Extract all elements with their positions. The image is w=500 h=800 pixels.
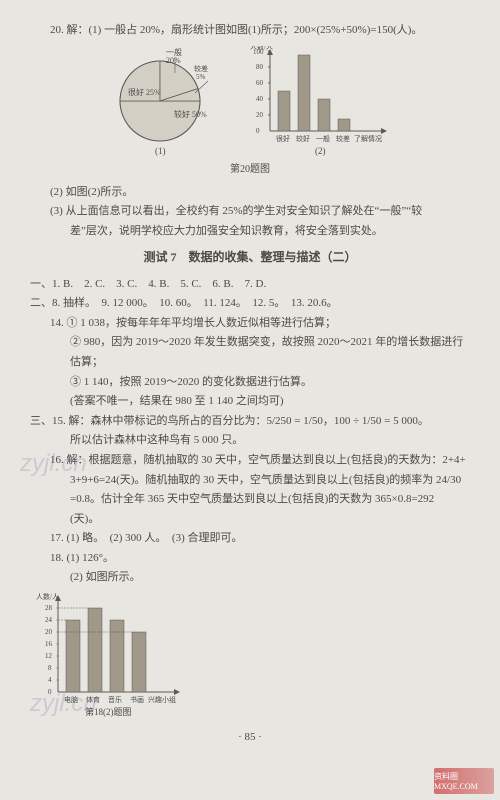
bar1-cat-2: 一般 — [316, 134, 330, 143]
svg-text:24: 24 — [45, 616, 53, 624]
q18-ylabel: 人数/人 — [36, 592, 59, 601]
q20-intro: 20. 解：(1) 一般占 20%，扇形统计图如图(1)所示；200×(25%+… — [30, 22, 470, 40]
q20-line3b: 差”层次，说明学校应大力加强安全知识教育，将安全落到实处。 — [30, 223, 470, 241]
pie-label-0: 较好 50% — [174, 109, 207, 119]
svg-text:40: 40 — [256, 95, 264, 103]
watermark-2: zyjl.cn — [30, 690, 97, 718]
svg-text:8: 8 — [48, 664, 52, 672]
bar1-ylabel: 人数/人 — [250, 46, 273, 51]
sec2-14d: (答案不唯一，结果在 980 至 1 140 之间均可) — [30, 393, 470, 411]
svg-text:20: 20 — [256, 111, 264, 119]
svg-text:5%: 5% — [196, 73, 206, 81]
sec2-14b: ② 980，因为 2019～2020 年发生数据突变，故按照 2020～2021… — [30, 334, 470, 352]
pie-label-1: 很好 25% — [128, 87, 161, 97]
q18-cat-4: 兴趣小组 — [148, 695, 176, 704]
bar1-cat-3: 较差 — [336, 134, 350, 143]
q18-cat-3: 书画 — [130, 695, 144, 704]
q20-figure-row: 较好 50% 很好 25% 一般 20% 较差 5% (1) — [30, 46, 470, 156]
sec3-15a: 三、15. 解：森林中带标记的鸟所占的百分比为：5/250 = 1/50，100… — [30, 413, 470, 431]
bar1-caption: (2) — [315, 146, 326, 156]
svg-text:60: 60 — [256, 79, 264, 87]
corner-badge: 资料圈 MXQE.COM — [434, 768, 494, 794]
bar1-cat-1: 较好 — [296, 134, 310, 143]
sec3-17: 17. (1) 略。 (2) 300 人。 (3) 合理即可。 — [30, 530, 470, 548]
svg-text:12: 12 — [45, 652, 53, 660]
sec3-15b: 所以估计森林中这种鸟有 5 000 只。 — [30, 432, 470, 450]
svg-text:20%: 20% — [166, 56, 181, 65]
pie-label-3: 较差 — [194, 64, 208, 73]
sec2-14b2: 估算； — [30, 354, 470, 372]
q20-fig-caption: 第20题图 — [30, 162, 470, 178]
test7-title: 测试 7 数据的收集、整理与描述（二） — [30, 248, 470, 267]
page-number: · 85 · — [30, 729, 470, 747]
bar1-cat-4: 了解情况 — [354, 134, 382, 143]
pie-caption: (1) — [155, 146, 166, 156]
sec2-14a: 14. ① 1 038，按每年年年平均增长人数近似相等进行估算； — [30, 315, 470, 333]
q20-pie-chart: 较好 50% 很好 25% 一般 20% 较差 5% (1) — [105, 46, 215, 156]
watermark-1: zyjl.cn — [20, 450, 87, 478]
sec3-16d: (天)。 — [30, 511, 470, 529]
bar1-cat-0: 很好 — [276, 134, 290, 143]
sec3-16b: 3+9+6=24(天)。随机抽取的 30 天中，空气质量达到良以上(包括良)的频… — [30, 472, 470, 490]
q18-cat-2: 音乐 — [108, 695, 122, 704]
q20-bar-chart: 0 20 40 60 80 100 人数/人 很好 较好 一般 较差 — [245, 46, 395, 156]
svg-text:4: 4 — [48, 676, 52, 684]
q20-line3a: (3) 从上面信息可以看出，全校约有 25%的学生对安全知识了解处在“一般”“较 — [30, 203, 470, 221]
sec3-18b: (2) 如图所示。 — [30, 569, 470, 587]
svg-text:16: 16 — [45, 640, 53, 648]
sec3-18a: 18. (1) 126°。 — [30, 550, 470, 568]
svg-text:28: 28 — [45, 604, 53, 612]
sec1: 一、1. B. 2. C. 3. C. 4. B. 5. C. 6. B. 7.… — [30, 276, 470, 294]
svg-text:0: 0 — [256, 127, 260, 135]
sec2-14c: ③ 1 140，按照 2019～2020 的变化数据进行估算。 — [30, 374, 470, 392]
svg-text:20: 20 — [45, 628, 53, 636]
sec2a: 二、8. 抽样。 9. 12 000。 10. 60。 11. 124。 12.… — [30, 295, 470, 313]
sec3-16c: =0.8。估计全年 365 天中空气质量达到良以上(包括良)的天数为 365×0… — [30, 491, 470, 509]
q20-line2: (2) 如图(2)所示。 — [30, 184, 470, 202]
svg-text:80: 80 — [256, 63, 264, 71]
sec3-16a: 16. 解：根据题意，随机抽取的 30 天中，空气质量达到良以上(包括良)的天数… — [30, 452, 470, 470]
